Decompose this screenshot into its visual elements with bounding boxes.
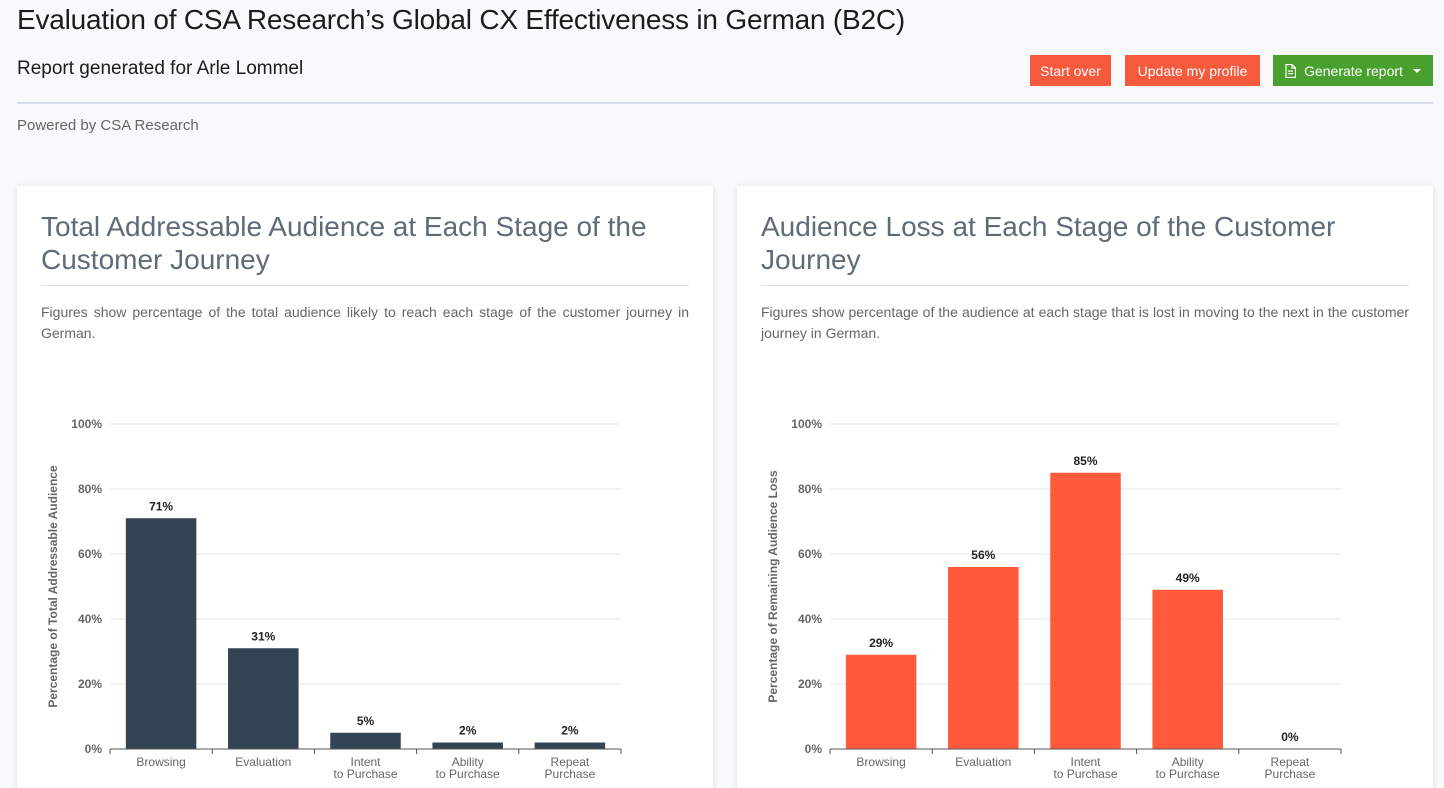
y-tick-label: 60%	[78, 547, 102, 561]
y-tick-label: 20%	[78, 677, 102, 691]
data-label: 2%	[459, 724, 477, 738]
page-title: Evaluation of CSA Research’s Global CX E…	[17, 4, 906, 35]
bar	[330, 732, 401, 749]
x-tick-label: Repeat Purchase	[545, 755, 596, 781]
y-tick-label: 80%	[798, 482, 822, 496]
card-divider	[41, 285, 689, 286]
audience-card: Total Addressable Audience at Each Stage…	[17, 186, 713, 788]
bar	[948, 567, 1019, 749]
data-label: 71%	[149, 499, 173, 513]
bar	[228, 648, 299, 749]
data-label: 0%	[1281, 730, 1299, 744]
data-label: 31%	[251, 629, 275, 643]
card-divider	[761, 285, 1409, 286]
x-tick-label: Intent to Purchase	[333, 755, 397, 781]
audience-bar-chart: 0% 20% 40% 60% 80% 100% Percentage of Total Ad…	[46, 417, 622, 781]
y-tick-label: 40%	[78, 612, 102, 626]
data-label: 49%	[1176, 571, 1200, 585]
document-icon	[1285, 63, 1297, 78]
chevron-down-icon	[1412, 68, 1421, 73]
data-label: 56%	[971, 548, 995, 562]
x-tick-label: Ability to Purchase	[1156, 755, 1220, 781]
data-label: 5%	[357, 714, 375, 728]
x-tick-label: Browsing	[856, 755, 905, 769]
y-tick-label: 0%	[805, 742, 823, 756]
update-profile-button[interactable]: Update my profile	[1125, 55, 1260, 86]
data-label: 85%	[1073, 454, 1097, 468]
bar	[432, 742, 503, 749]
generate-report-label: Generate report	[1304, 62, 1403, 79]
bar	[534, 742, 606, 749]
bar	[125, 518, 197, 749]
bar	[1050, 472, 1121, 749]
x-tick-label: Browsing	[136, 755, 185, 769]
report-recipient: Report generated for Arle Lommel	[17, 58, 304, 79]
data-label: 29%	[869, 636, 893, 650]
data-label: 2%	[561, 724, 579, 738]
card-title: Total Addressable Audience at Each Stage…	[41, 211, 647, 275]
card-description: Figures show percentage of the audience …	[761, 304, 1409, 341]
y-tick-label: 100%	[71, 417, 102, 431]
x-tick-label: Intent to Purchase	[1053, 755, 1117, 781]
x-tick-label: Evaluation	[955, 755, 1011, 769]
start-over-button[interactable]: Start over	[1030, 55, 1111, 86]
y-tick-label: 100%	[791, 417, 822, 431]
generate-report-button[interactable]: Generate report	[1273, 55, 1433, 86]
header-divider	[17, 102, 1433, 104]
y-axis-title: Percentage of Total Addressable Audience	[46, 465, 60, 708]
y-tick-label: 40%	[798, 612, 822, 626]
y-tick-label: 60%	[798, 547, 822, 561]
card-description: Figures show percentage of the total aud…	[41, 304, 689, 341]
bar	[845, 654, 917, 749]
loss-bar-chart: 0% 20% 40% 60% 80% 100% Percentage of Remainin…	[766, 417, 1342, 781]
y-tick-label: 20%	[798, 677, 822, 691]
y-tick-label: 0%	[85, 742, 103, 756]
card-title: Audience Loss at Each Stage of the Custo…	[761, 211, 1336, 275]
bar	[1152, 589, 1223, 749]
y-tick-label: 80%	[78, 482, 102, 496]
x-tick-label: Evaluation	[235, 755, 291, 769]
x-tick-label: Repeat Purchase	[1265, 755, 1316, 781]
y-axis-title: Percentage of Remaining Audience Loss	[766, 470, 780, 703]
x-tick-label: Ability to Purchase	[436, 755, 500, 781]
loss-card: Audience Loss at Each Stage of the Custo…	[737, 186, 1433, 788]
powered-by: Powered by CSA Research	[17, 117, 199, 134]
